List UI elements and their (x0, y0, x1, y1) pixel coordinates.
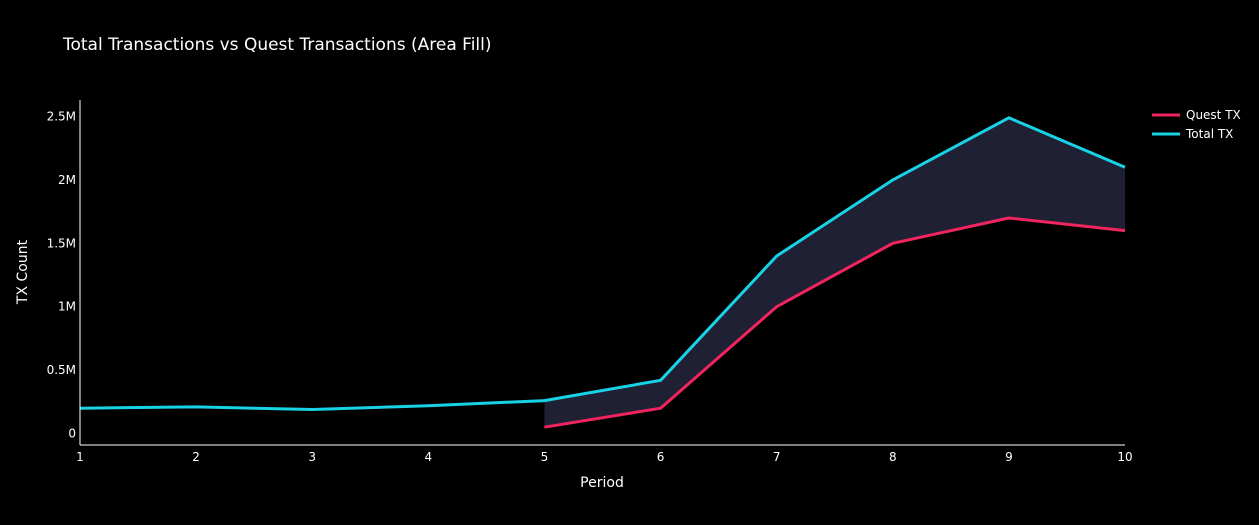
plot-area (79, 100, 1126, 446)
legend-item[interactable]: Quest TX (1152, 108, 1241, 122)
series-layer (79, 116, 1126, 429)
y-tick-label: 0 (68, 427, 76, 441)
series-line-total-tx (79, 116, 1126, 411)
y-tick-label: 1.5M (47, 236, 76, 250)
series-line-quest-tx (544, 216, 1126, 429)
y-axis-label: TX Count (15, 239, 31, 305)
y-tick-label: 1M (58, 300, 76, 314)
x-tick-label: 9 (1005, 450, 1013, 464)
y-tick-label: 2M (58, 173, 76, 187)
x-tick-label: 3 (308, 450, 316, 464)
x-tick-label: 10 (1117, 450, 1132, 464)
chart-title: Total Transactions vs Quest Transactions… (62, 35, 492, 55)
legend-label: Total TX (1185, 127, 1233, 141)
legend-item[interactable]: Total TX (1152, 127, 1233, 141)
x-tick-label: 6 (657, 450, 665, 464)
y-tick-label: 2.5M (47, 109, 76, 123)
x-axis-ticks: 1 2 3 4 5 6 7 8 9 10 (76, 450, 1132, 464)
legend-label: Quest TX (1186, 108, 1241, 122)
y-tick-label: 0.5M (47, 363, 76, 377)
x-tick-label: 1 (76, 450, 84, 464)
x-tick-label: 4 (425, 450, 433, 464)
x-axis-label: Period (580, 475, 624, 491)
y-axis-ticks: 0 0.5M 1M 1.5M 2M 2.5M (47, 109, 76, 440)
legend[interactable]: Quest TX Total TX (1152, 108, 1241, 141)
x-tick-label: 7 (773, 450, 781, 464)
x-tick-label: 2 (192, 450, 200, 464)
x-tick-label: 8 (889, 450, 897, 464)
x-tick-label: 5 (541, 450, 549, 464)
